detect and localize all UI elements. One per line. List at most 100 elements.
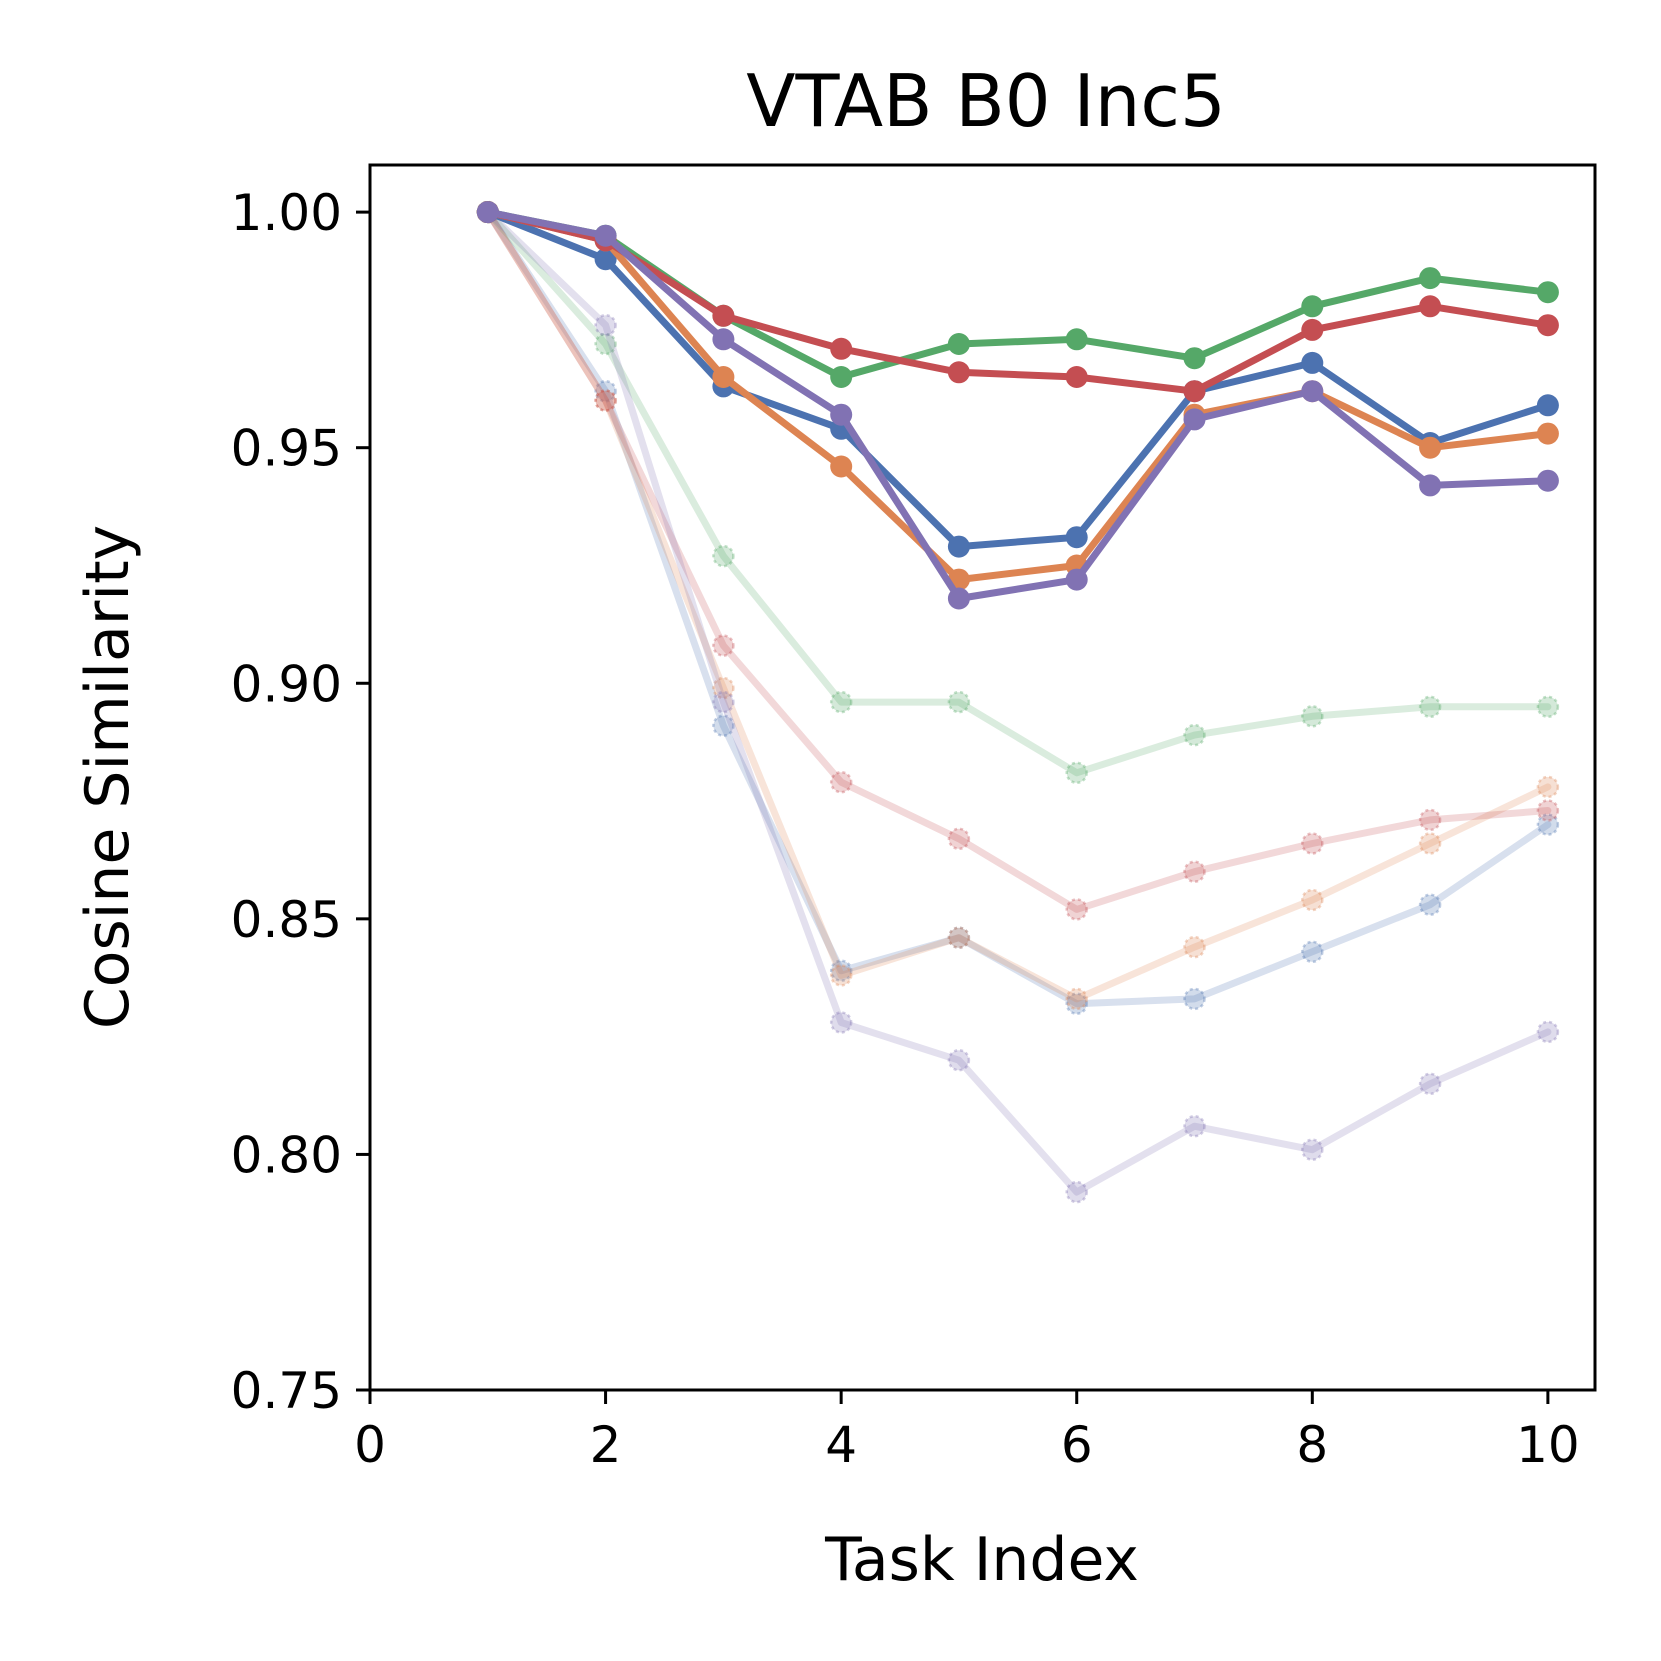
data-point-red-faded bbox=[1536, 799, 1560, 822]
data-point-purple bbox=[476, 201, 499, 224]
data-point-purple-faded bbox=[1301, 1138, 1324, 1161]
series-line-red bbox=[484, 208, 1552, 395]
y-tick-label: 0.90 bbox=[231, 655, 342, 713]
data-point-purple-faded bbox=[829, 1011, 853, 1034]
data-point-red bbox=[830, 337, 853, 360]
data-point-purple bbox=[1183, 408, 1206, 431]
y-tick-label: 0.75 bbox=[231, 1362, 342, 1420]
data-point-green-faded bbox=[1183, 723, 1206, 747]
data-point-orange bbox=[1536, 422, 1559, 445]
data-point-blue-faded bbox=[594, 379, 617, 403]
data-point-blue-faded bbox=[1183, 987, 1206, 1011]
data-point-green-faded bbox=[1418, 695, 1442, 719]
data-point-green-faded bbox=[1536, 695, 1560, 719]
data-point-blue-faded bbox=[1301, 940, 1324, 964]
data-point-purple bbox=[594, 224, 617, 247]
data-point-green bbox=[1301, 295, 1324, 318]
series-line-purple bbox=[484, 208, 1552, 602]
data-point-blue bbox=[1065, 526, 1088, 549]
y-tick-label: 0.80 bbox=[231, 1126, 342, 1184]
data-point-red bbox=[947, 361, 970, 384]
data-point-purple bbox=[712, 328, 735, 351]
x-tick-label: 10 bbox=[1516, 1416, 1580, 1474]
x-tick-label: 8 bbox=[1296, 1416, 1328, 1474]
data-point-purple bbox=[1065, 568, 1088, 591]
plot-series bbox=[476, 200, 1560, 1204]
data-point-orange-faded bbox=[1418, 832, 1442, 855]
data-point-orange-faded bbox=[1183, 935, 1206, 959]
data-point-red-faded bbox=[712, 634, 735, 657]
data-point-red bbox=[1301, 318, 1324, 341]
data-point-blue-faded bbox=[712, 714, 735, 737]
data-point-red-faded bbox=[1418, 808, 1442, 832]
data-point-blue bbox=[594, 248, 617, 271]
data-point-green-faded bbox=[1065, 761, 1088, 785]
data-point-red-faded bbox=[1301, 832, 1324, 855]
series-line-orange-faded bbox=[484, 208, 1552, 1003]
series-line-orange bbox=[484, 208, 1552, 584]
series-line-purple-faded bbox=[484, 208, 1552, 1196]
data-point-purple bbox=[947, 587, 970, 610]
data-point-blue bbox=[1301, 351, 1324, 374]
y-tick-label: 0.85 bbox=[231, 891, 342, 949]
data-point-red bbox=[1419, 295, 1442, 318]
x-tick-label: 2 bbox=[590, 1416, 622, 1474]
data-point-orange bbox=[712, 366, 735, 388]
data-point-green bbox=[1065, 328, 1088, 351]
data-point-blue-faded bbox=[829, 959, 853, 982]
data-point-red-faded bbox=[594, 389, 617, 412]
data-point-green bbox=[1419, 267, 1442, 290]
data-point-orange-faded bbox=[712, 676, 735, 700]
data-point-purple-faded bbox=[1536, 1020, 1560, 1044]
data-point-orange-faded bbox=[1301, 888, 1324, 912]
chart-title: VTAB B0 Inc5 bbox=[746, 59, 1226, 143]
data-point-purple-faded bbox=[1418, 1072, 1442, 1096]
data-point-blue-faded bbox=[1536, 813, 1560, 836]
data-point-blue bbox=[1536, 394, 1559, 417]
data-point-purple-faded bbox=[594, 313, 617, 337]
data-point-orange-faded bbox=[594, 389, 617, 412]
data-point-purple bbox=[1301, 380, 1324, 403]
series-red bbox=[476, 201, 1559, 403]
data-point-red-faded bbox=[1065, 898, 1088, 921]
data-point-orange-faded bbox=[829, 964, 853, 987]
data-point-red bbox=[712, 304, 735, 327]
data-point-orange bbox=[1419, 436, 1442, 459]
data-point-orange bbox=[830, 455, 853, 478]
data-point-blue bbox=[947, 535, 970, 558]
series-orange-faded bbox=[476, 200, 1560, 1011]
y-tick-label: 0.95 bbox=[231, 420, 342, 478]
data-point-green-faded bbox=[712, 544, 735, 568]
data-point-orange-faded bbox=[947, 926, 971, 949]
data-point-purple-faded bbox=[712, 690, 735, 714]
data-point-red bbox=[1183, 380, 1206, 403]
series-purple-faded bbox=[476, 200, 1560, 1204]
y-tick-label: 1.00 bbox=[231, 184, 342, 242]
data-point-green bbox=[830, 366, 853, 388]
data-point-purple-faded bbox=[947, 1048, 971, 1072]
data-point-green bbox=[1536, 281, 1559, 304]
plot-frame bbox=[368, 163, 1597, 1392]
data-point-red bbox=[1065, 366, 1088, 388]
data-point-green-faded bbox=[594, 332, 617, 356]
data-point-purple-faded bbox=[1065, 1180, 1088, 1204]
series-line-green bbox=[484, 208, 1552, 381]
data-point-blue-faded bbox=[947, 926, 971, 949]
y-axis-ticks: 0.75 0.80 0.85 0.90 0.95 1.00 bbox=[231, 184, 370, 1420]
x-tick-label: 4 bbox=[825, 1416, 857, 1474]
series-blue-faded bbox=[476, 200, 1560, 1015]
series-line-blue bbox=[484, 208, 1552, 551]
data-point-purple bbox=[1536, 469, 1559, 492]
y-axis-label: Cosine Similarity bbox=[73, 525, 143, 1029]
data-point-green-faded bbox=[947, 690, 971, 714]
data-point-purple bbox=[1419, 474, 1442, 497]
series-line-blue-faded bbox=[484, 208, 1552, 1008]
x-tick-label: 6 bbox=[1061, 1416, 1093, 1474]
x-axis-ticks: 0 2 4 6 8 10 bbox=[354, 1390, 1580, 1474]
data-point-purple bbox=[830, 403, 853, 426]
data-point-red bbox=[1536, 314, 1559, 337]
data-point-purple-faded bbox=[1183, 1114, 1206, 1138]
data-point-green bbox=[1183, 347, 1206, 370]
data-point-red-faded bbox=[947, 827, 971, 851]
